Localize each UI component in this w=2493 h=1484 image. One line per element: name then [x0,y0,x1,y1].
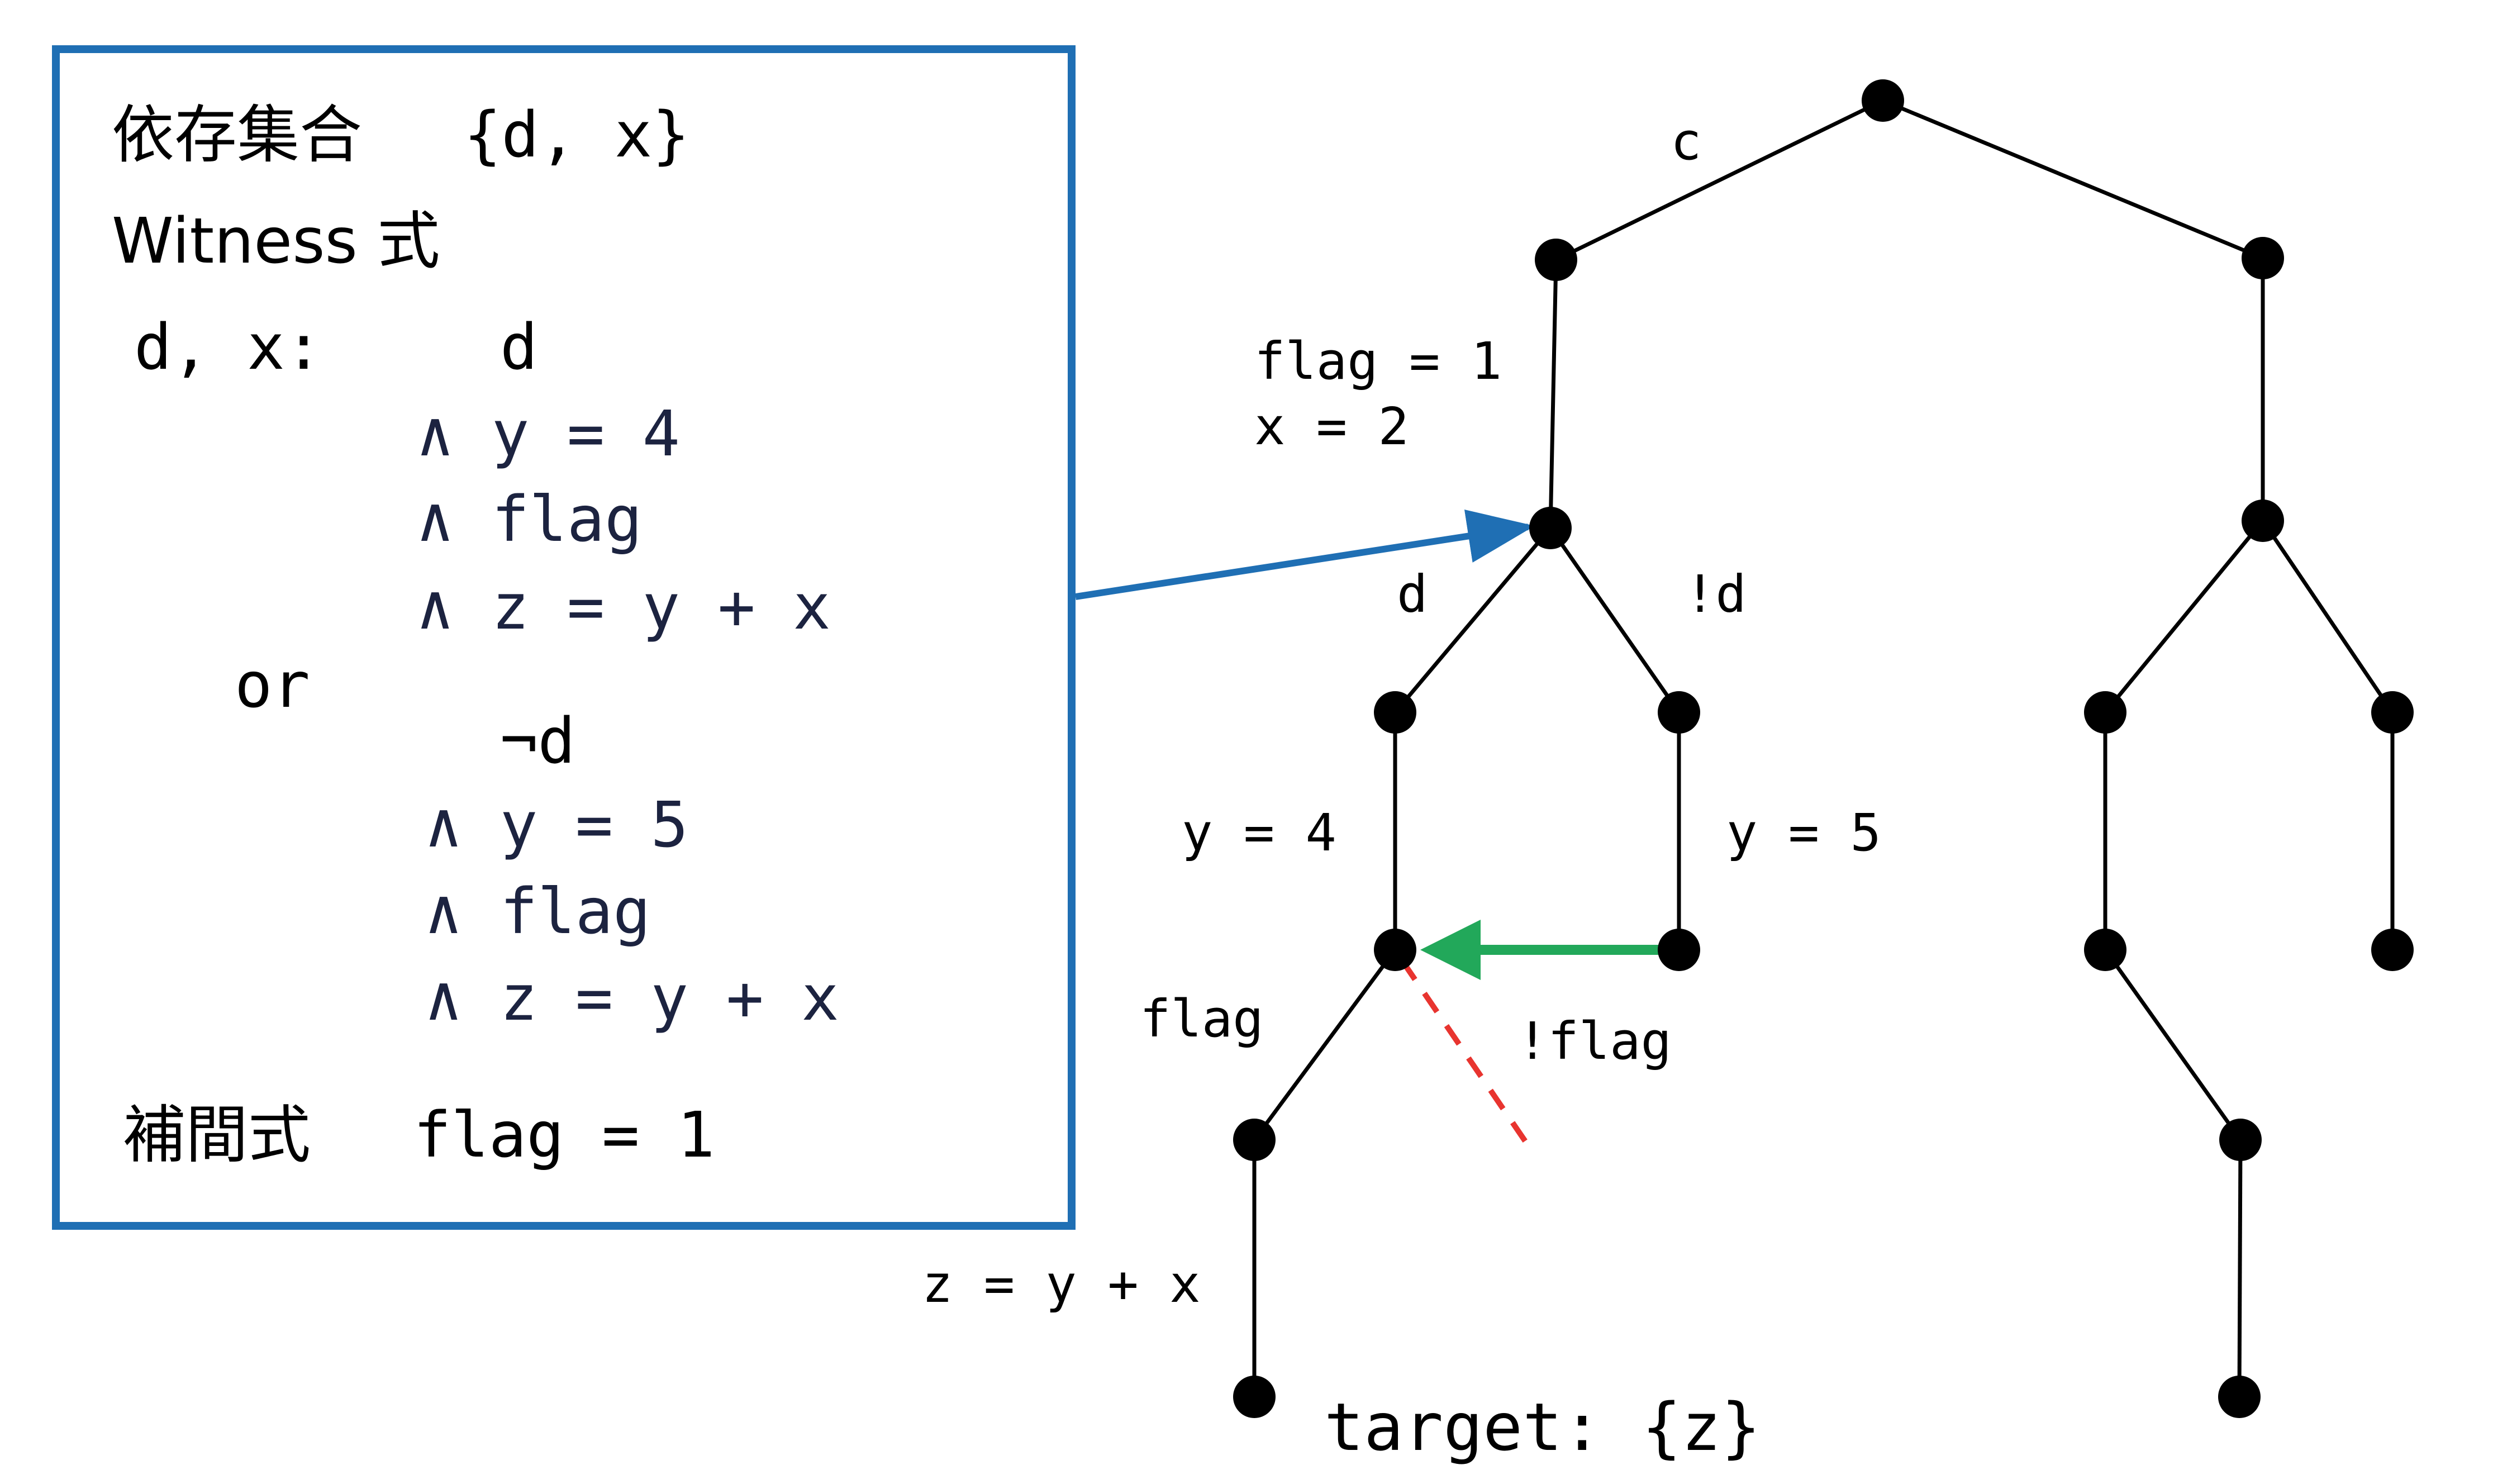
not-flag-dashed-edge [1400,959,1531,1147]
interpolant-label: 補間式 [123,1099,311,1172]
witness-line-or: or [235,649,310,722]
edge-label-flag: flag [1140,989,1264,1049]
witness-line-y4: ∧ y = 4 [416,398,680,470]
witness-line-flag-2: ∧ flag [425,876,651,948]
node-not-d [1658,691,1700,734]
witness-line-flag-1: ∧ flag [416,483,643,556]
target-label: target: {z} [1324,1388,1761,1466]
edge-label-not-flag: !flag [1517,1011,1672,1071]
node-r1 [2242,237,2284,279]
node-rl2 [2084,929,2126,971]
node-rl4 [2218,1376,2261,1418]
edge-root-right [1882,98,2264,260]
interpolant-value: flag = 1 [413,1099,715,1172]
node-rr [2371,691,2414,734]
edge-label-x-assign: x = 2 [1254,397,1409,456]
dependency-set-label: 依存集合 [112,99,362,172]
witness-line-d: d [500,311,537,384]
witness-line-z-2: ∧ z = y + x [425,962,839,1035]
dependency-set-value: {d, x} [464,99,690,172]
edge-rl-bottom [2237,1139,2243,1397]
witness-line-y5: ∧ y = 5 [425,789,688,862]
node-rr2 [2371,929,2414,971]
node-flag [1233,1119,1276,1161]
tree-nodes [1233,79,2414,1418]
node-d [1374,691,1416,734]
node-y4 [1374,929,1416,971]
tree-edges [1252,98,2395,1397]
node-target [1233,1376,1276,1418]
node-l2 [1529,507,1572,549]
witness-line-not-d: ¬d [500,705,575,778]
edge-label-c: c [1671,112,1701,172]
edge-label-z-assign: z = y + x [922,1254,1201,1314]
edge-root-left [1555,98,1884,262]
info-panel-border [52,45,1076,1230]
edge-not-d [1549,526,1681,714]
node-rl3 [2219,1119,2262,1161]
node-root [1862,79,1904,122]
edge-rl-diag [2104,948,2242,1141]
edge-label-y5: y = 5 [1726,803,1881,863]
edge-right-left [2104,519,2264,714]
witness-vars: d, x: [134,311,322,384]
node-y5 [1658,929,1700,971]
edge-label-not-d: !d [1685,564,1747,624]
node-l1 [1535,239,1577,281]
panel-pointer-arrow [1075,510,1535,600]
witness-line-z-1: ∧ z = y + x [416,571,831,644]
edge-label-y4: y = 4 [1182,803,1336,863]
edge-right-right [2261,520,2394,714]
witness-label: Witness 式 [112,205,440,278]
edge-left-down [1548,259,1558,529]
edge-flag [1253,948,1397,1141]
node-rl [2084,691,2126,734]
node-r2 [2242,500,2284,542]
edge-label-d: d [1397,564,1428,624]
edge-label-flag-assign: flag = 1 [1254,331,1502,391]
